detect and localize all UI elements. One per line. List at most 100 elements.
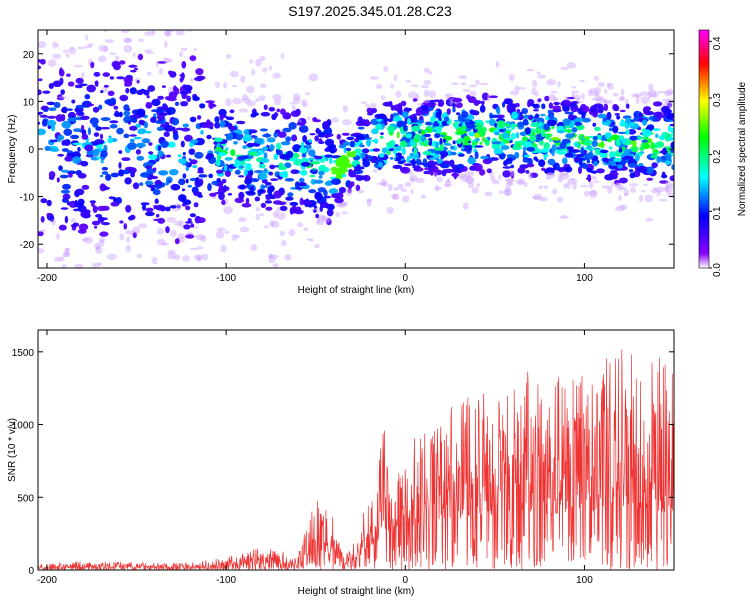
- heatmap-blob: [522, 118, 529, 126]
- heatmap-blob: [328, 188, 339, 195]
- heatmap-blob: [503, 160, 508, 167]
- heatmap-blob: [180, 47, 188, 51]
- heatmap-blob: [175, 101, 179, 106]
- heatmap-blob: [152, 189, 161, 196]
- heatmap-blob: [410, 188, 414, 195]
- heatmap-blob: [260, 202, 267, 208]
- heatmap-blob: [575, 143, 580, 147]
- heatmap-blob: [275, 149, 283, 156]
- heatmap-blob: [94, 225, 98, 229]
- heatmap-blob: [449, 98, 453, 106]
- heatmap-blob: [65, 247, 70, 255]
- heatmap-blob: [541, 103, 546, 110]
- heatmap-blob: [73, 128, 82, 133]
- heatmap-blob: [38, 121, 41, 125]
- heatmap-blob: [378, 153, 385, 158]
- heatmap-blob: [531, 196, 541, 200]
- heatmap-blob: [80, 115, 90, 121]
- heatmap-blob: [256, 157, 262, 163]
- heatmap-blob: [308, 73, 319, 82]
- heatmap-blob: [99, 133, 104, 140]
- heatmap-blob: [589, 190, 598, 199]
- heatmap-blob: [643, 110, 653, 115]
- heatmap-blob: [197, 167, 204, 172]
- heatmap-blob: [133, 67, 139, 71]
- snr-y-ticks: 0 500 1000 1500: [12, 348, 674, 577]
- heatmap-blob: [273, 112, 279, 118]
- heatmap-blob: [463, 135, 470, 142]
- heatmap-blob: [221, 199, 226, 205]
- heatmap-blob: [129, 125, 138, 131]
- heatmap-blob: [214, 81, 220, 88]
- heatmap-blob: [135, 149, 141, 155]
- heatmap-blob: [534, 91, 539, 97]
- heatmap-blob: [147, 184, 156, 188]
- heatmap-blob: [260, 111, 271, 117]
- heatmap-blob: [586, 159, 590, 164]
- heatmap-blob: [67, 117, 77, 122]
- heatmap-blob: [219, 120, 226, 128]
- heatmap-blob: [545, 172, 556, 179]
- heatmap-blob: [458, 75, 468, 79]
- heatmap-blob: [139, 90, 145, 94]
- heatmap-blob: [132, 52, 136, 58]
- heatmap-blob: [467, 156, 477, 165]
- heatmap-blob: [347, 154, 357, 158]
- heatmap-blob: [653, 111, 663, 118]
- heatmap-blob: [199, 122, 203, 128]
- heatmap-blob: [670, 141, 674, 149]
- heatmap-blob: [162, 57, 170, 63]
- heatmap-blob: [62, 183, 71, 190]
- heatmap-blob: [77, 146, 81, 152]
- heatmap-blob: [126, 119, 136, 123]
- heatmap-blob: [47, 115, 57, 119]
- heatmap-blob: [546, 119, 557, 127]
- heatmap-blob: [123, 76, 133, 83]
- heatmap-blob: [420, 129, 426, 136]
- heatmap-blob: [565, 129, 574, 133]
- heatmap-blob: [234, 235, 241, 238]
- heatmap-blob: [405, 133, 413, 139]
- heatmap-blob: [100, 126, 111, 130]
- heatmap-blob: [308, 189, 317, 194]
- heatmap-blob: [630, 187, 636, 194]
- heatmap-blob: [574, 154, 585, 158]
- heatmap-blob: [526, 146, 536, 152]
- heatmap-blob: [625, 117, 631, 124]
- heatmap-blob: [345, 189, 353, 197]
- heatmap-blob: [430, 152, 436, 157]
- heatmap-blob: [459, 175, 468, 182]
- heatmap-blob: [46, 309, 50, 312]
- heatmap-blob: [457, 163, 465, 170]
- heatmap-blob: [618, 96, 625, 102]
- heatmap-blob: [197, 284, 205, 290]
- heatmap-blob: [314, 179, 324, 184]
- spectrogram-x-tick-label: 0: [402, 273, 408, 284]
- heatmap-blob: [318, 164, 327, 173]
- heatmap-blob: [190, 223, 195, 228]
- heatmap-blob: [423, 89, 429, 98]
- heatmap-blob: [435, 141, 439, 149]
- heatmap-blob: [58, 224, 67, 231]
- heatmap-blob: [144, 180, 154, 186]
- heatmap-blob: [643, 143, 651, 150]
- heatmap-blob: [305, 144, 312, 150]
- heatmap-blob: [135, 123, 142, 128]
- heatmap-blob: [407, 91, 418, 99]
- heatmap-blob: [270, 178, 279, 182]
- heatmap-blob: [644, 106, 651, 110]
- heatmap-blob: [110, 201, 120, 207]
- heatmap-blob: [608, 174, 618, 180]
- heatmap-blob: [155, 108, 165, 113]
- heatmap-blob: [522, 150, 527, 155]
- heatmap-blob: [92, 106, 100, 113]
- heatmap-blob: [510, 164, 515, 169]
- heatmap-blob: [581, 105, 590, 113]
- heatmap-blob: [593, 160, 598, 167]
- heatmap-blob: [242, 134, 252, 142]
- heatmap-blob: [566, 62, 577, 69]
- heatmap-blob: [450, 145, 454, 150]
- heatmap-blob: [92, 205, 98, 213]
- heatmap-blob: [253, 135, 258, 140]
